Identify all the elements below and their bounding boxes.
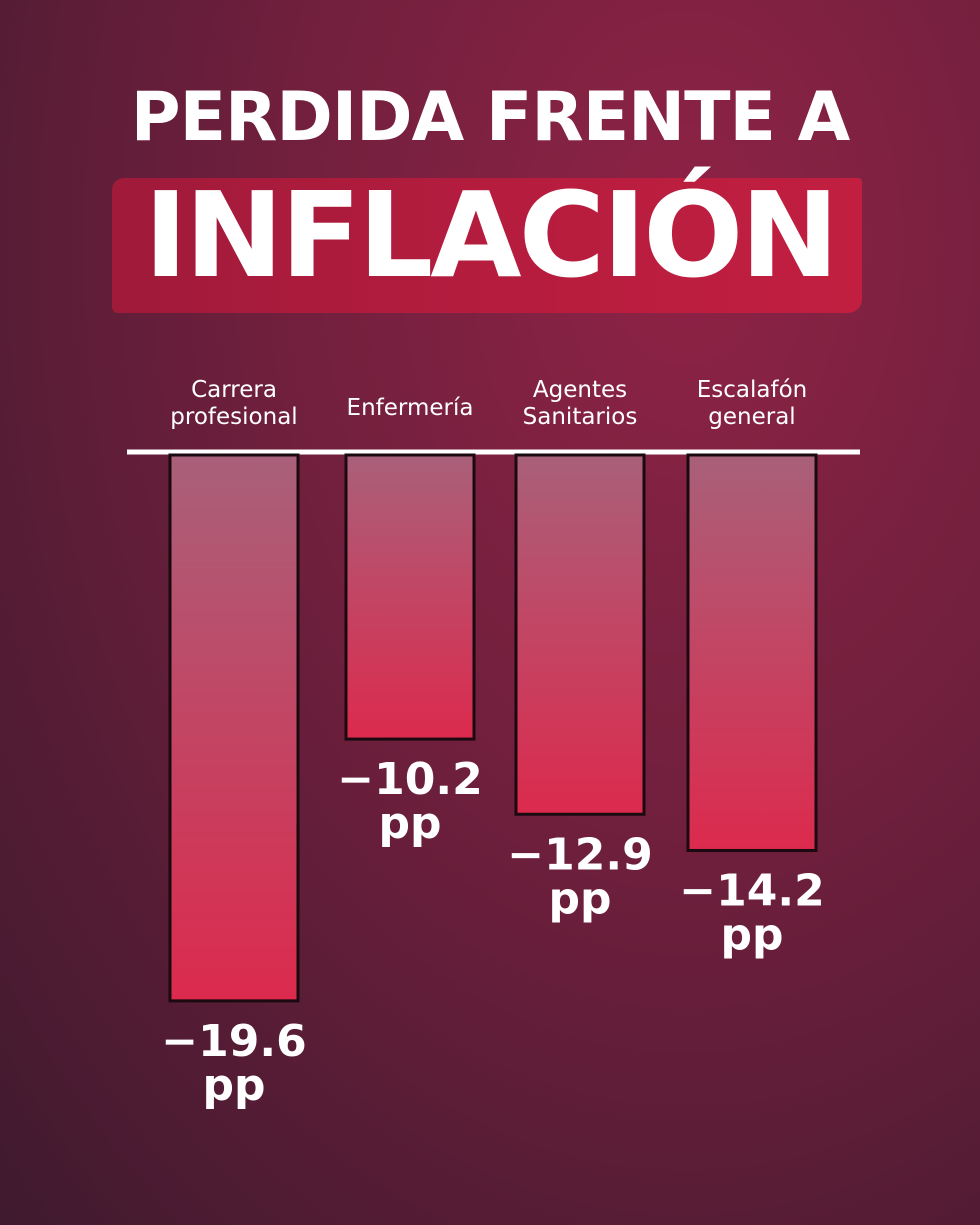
value-unit-2: pp	[379, 798, 442, 849]
title-line-2: INFLACIÓN	[143, 166, 839, 304]
category-label-3: Agentes	[533, 377, 627, 403]
value-unit-4: pp	[721, 909, 784, 960]
value-label-4: −14.2	[679, 865, 824, 916]
category-label-2: Enfermería	[347, 395, 474, 421]
value-unit-3: pp	[549, 873, 612, 924]
title-line-1: PERDIDA FRENTE A	[130, 78, 850, 157]
title-highlight	[112, 178, 862, 313]
category-label-1: Carrera	[191, 377, 277, 403]
value-label-2: −10.2	[337, 754, 482, 805]
value-label-3: −12.9	[507, 829, 652, 880]
bar-4	[686, 453, 818, 852]
category-label-1: profesional	[170, 404, 297, 430]
category-label-3: Sanitarios	[523, 404, 638, 430]
bar-3	[514, 453, 646, 816]
category-label-4: general	[708, 404, 795, 430]
category-label-4: Escalafón	[697, 377, 808, 403]
value-unit-1: pp	[203, 1060, 266, 1111]
bar-1	[168, 453, 300, 1003]
bar-2	[344, 453, 476, 741]
value-label-1: −19.6	[161, 1016, 306, 1067]
